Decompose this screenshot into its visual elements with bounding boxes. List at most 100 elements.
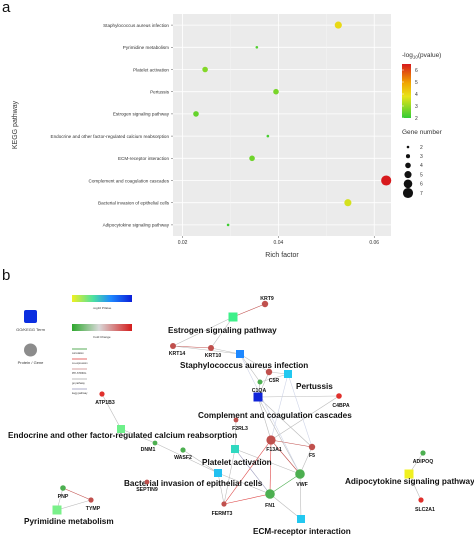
y-axis-title: KEGG pathway: [12, 100, 19, 149]
network-edge: [257, 396, 301, 475]
term-legend-square: [24, 310, 37, 323]
size-legend-label: 3: [420, 154, 423, 160]
pvalue-gradient-bar: [72, 295, 132, 302]
gene-node-c5r: [265, 368, 273, 376]
network-edge: [62, 487, 92, 501]
gene-label-vwf: VWF: [296, 482, 308, 488]
network-edge: [270, 373, 289, 441]
gene-label-f2rl3: F2RL3: [232, 426, 248, 432]
term-label-pyrimidine: Pyrimidine metabolism: [24, 517, 114, 526]
network-edge: [182, 449, 219, 474]
network-edge: [299, 446, 313, 475]
gene-node-fn1: [265, 489, 275, 499]
network-edge: [269, 473, 301, 495]
network-edge: [172, 345, 212, 349]
network-edge: [269, 493, 302, 520]
y-tick-label: Complement and coagulation cascades: [89, 178, 170, 183]
size-legend-dot: [404, 171, 412, 179]
network-edge: [270, 439, 313, 448]
size-legend-label: 2: [420, 145, 423, 151]
color-tick-label: 3: [415, 104, 418, 110]
network-edge: [101, 393, 122, 430]
line-label-coexpression: co-expression: [72, 362, 88, 365]
y-tick-label: Adipocytokine signaling pathway: [103, 223, 170, 228]
pvalue-gradient-label: -log10 PValue: [93, 306, 112, 310]
term-node-adipo: [404, 469, 414, 479]
network-edge: [287, 373, 313, 448]
color-tick-label: 4: [415, 92, 418, 98]
network-edge: [239, 353, 301, 475]
data-point: [226, 223, 230, 227]
fold-gradient-label: Fold Change: [93, 335, 111, 339]
term-node-platelet: [231, 445, 239, 453]
gene-legend-label: Protein / Gene: [18, 360, 45, 365]
term-node-pertussis: [284, 370, 292, 378]
network-edge: [172, 316, 234, 347]
gene-node-krt14: [170, 343, 176, 349]
network-edge: [120, 428, 156, 444]
network-edge: [172, 345, 241, 355]
network-edge: [232, 303, 266, 318]
gene-label-f5: F5: [309, 453, 315, 459]
x-tick-label: 0.02: [178, 240, 188, 246]
term-legend-label: GO/KEGG Term: [16, 327, 45, 332]
gene-node-atp1b3: [99, 391, 105, 397]
data-point: [334, 21, 342, 29]
network-edge: [257, 396, 272, 441]
term-node-complement: [253, 392, 263, 402]
line-label-go: go pathway: [72, 382, 86, 385]
y-tick-label: Pertussis: [150, 90, 170, 95]
line-label-correlation: correlation: [72, 352, 84, 355]
gene-label-tymp: TYMP: [86, 506, 101, 512]
x-tick-label: 0.04: [274, 240, 284, 246]
gene-node-f13a1: [266, 435, 276, 445]
network-legend: GO/KEGG Term Protein / Gene -log10 PValu…: [16, 295, 132, 395]
gene-label-septin9: SEPTIN9: [136, 487, 158, 493]
gene-number-legend-title: Gene number: [402, 129, 443, 136]
color-tick-label: 6: [415, 68, 418, 74]
gene-node-pnp: [60, 485, 66, 491]
network-edge: [223, 439, 272, 505]
term-node-staph: [236, 350, 244, 358]
y-tick-label: Bacterial invasion of epithelial cells: [98, 201, 170, 206]
y-tick-label: Staphylococcus aureus infection: [103, 23, 169, 28]
plot-background: [173, 14, 391, 236]
gene-label-krt14: KRT14: [169, 351, 186, 357]
gene-node-fermt3: [221, 501, 227, 507]
gene-node-adipoq: [420, 450, 426, 456]
panel-a-letter: a: [2, 0, 11, 16]
y-tick-label: Estrogen signaling pathway: [113, 112, 170, 117]
pvalue-color-legend: -log10(pvalue) 6 5 4 3 2: [402, 52, 441, 122]
network-edge: [56, 499, 92, 511]
term-node-endocrine: [117, 425, 125, 433]
network-diagram: GO/KEGG Term Protein / Gene -log10 PValu…: [8, 295, 474, 536]
term-label-bacterial: Bacterial invasion of epithelial cells: [124, 479, 263, 488]
x-tick-labels: 0.02 0.04 0.06: [178, 236, 379, 246]
data-point: [266, 134, 270, 138]
gene-node-krt10: [208, 345, 214, 351]
gene-node-tymp: [88, 497, 94, 503]
gene-node-dnm1: [152, 440, 158, 446]
size-legend-dot: [406, 145, 410, 149]
gene-node-c1qa: [257, 379, 263, 385]
enrichment-dot-plot: Staphylococcus aureus infection Pyrimidin…: [12, 14, 443, 259]
network-edge: [270, 395, 340, 441]
color-tick-label: 5: [415, 80, 418, 86]
gene-label-c5r: C5R: [269, 378, 280, 384]
network-edge: [239, 353, 261, 383]
network-edge: [270, 439, 301, 475]
gene-label-fermt3: FERMT3: [212, 511, 233, 517]
gene-node-wasf2: [180, 447, 186, 453]
network-edges: [56, 303, 424, 520]
y-tick-label: Pyrimidine metabolism: [123, 45, 169, 50]
network-edge: [257, 396, 313, 448]
pvalue-legend-title: -log10(pvalue): [402, 52, 441, 60]
gene-node-slc2a1: [418, 497, 424, 503]
gene-label-c1qa: C1QA: [252, 388, 267, 394]
term-label-platelet: Platelet activation: [202, 458, 272, 467]
network-edge: [257, 395, 340, 398]
network-edge: [239, 353, 270, 373]
size-legend-label: 5: [420, 172, 423, 178]
network-edge: [234, 448, 301, 475]
